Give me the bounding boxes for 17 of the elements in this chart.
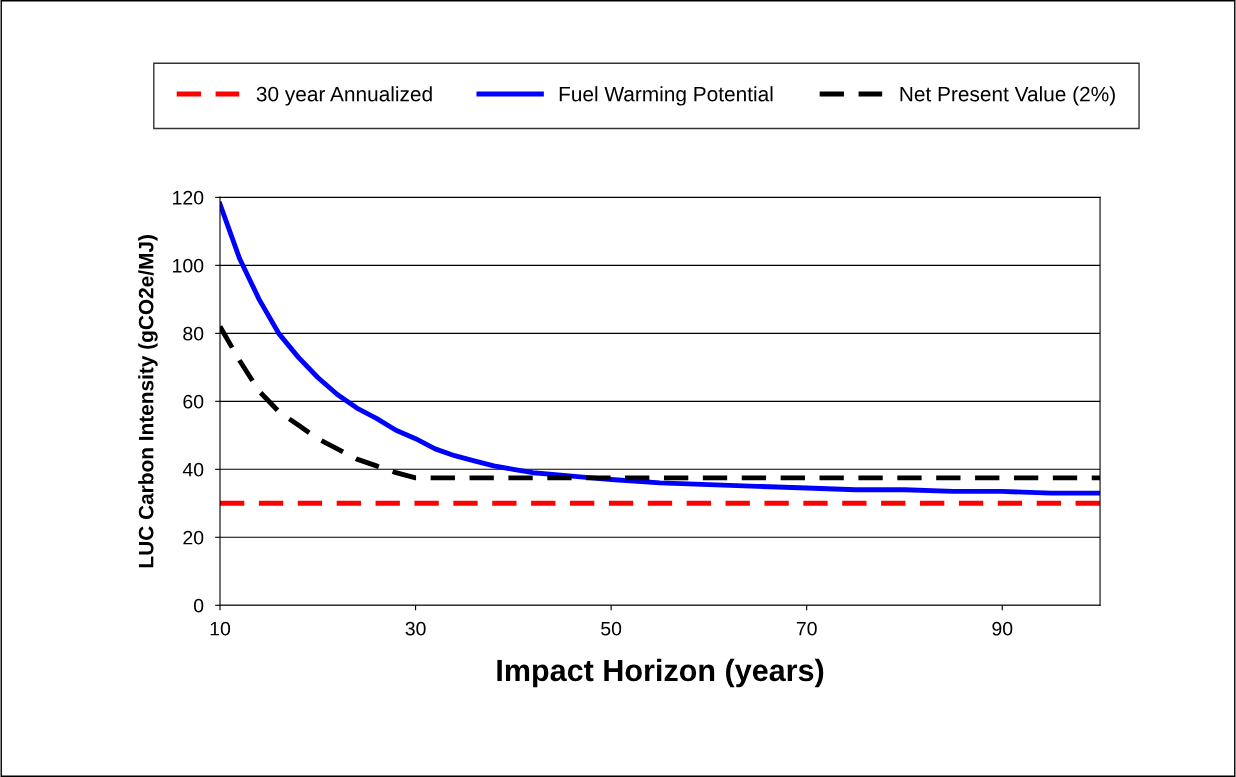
y-tick-label: 40: [182, 462, 204, 477]
x-tick-label: 90: [992, 621, 1013, 636]
x-tick-label: 70: [796, 621, 817, 636]
legend-label: Fuel Warming Potential: [559, 86, 773, 106]
x-axis-title: Impact Horizon (years): [497, 658, 824, 688]
y-tick-label: 20: [183, 530, 204, 545]
y-tick-label: 120: [173, 190, 204, 205]
x-tick-label: 30: [405, 621, 426, 636]
y-tick-label: 100: [173, 258, 204, 273]
x-tick-label: 10: [210, 621, 231, 636]
x-tick-label: 50: [601, 621, 622, 636]
legend-label: 30 year Annualized: [256, 86, 432, 106]
y-tick-label: 60: [183, 394, 204, 409]
y-tick-label: 80: [183, 326, 204, 341]
y-tick-label: 0: [193, 598, 204, 613]
legend-label: Net Present Value (2%): [900, 86, 1115, 106]
y-axis-title: LUC Carbon Intensity (gCO2e/MJ): [138, 235, 158, 568]
